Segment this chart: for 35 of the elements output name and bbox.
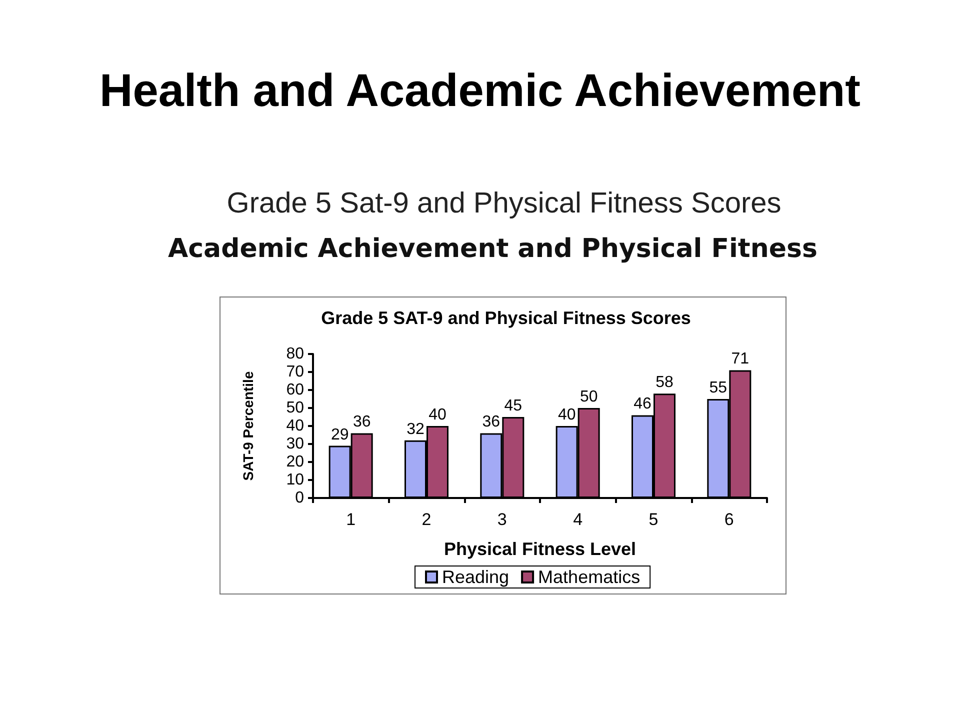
data-label: 40 <box>558 406 576 424</box>
data-label: 50 <box>580 388 598 406</box>
data-label: 32 <box>406 420 424 438</box>
data-label: 40 <box>428 406 446 424</box>
text: Academic Achievement and Physical Fitness <box>168 234 818 264</box>
y-tick-label: 80 <box>286 346 304 362</box>
chart-subtitle: Grade 5 Sat-9 and Physical Fitness Scores <box>226 188 782 220</box>
y-tick-label: 20 <box>286 454 304 470</box>
data-label: 29 <box>330 426 349 444</box>
data-label: 36 <box>482 414 500 431</box>
data-label: 46 <box>634 396 652 413</box>
y-tick-label: 70 <box>286 364 304 380</box>
data-label: 45 <box>504 398 522 414</box>
data-label: 36 <box>352 414 371 431</box>
y-tick-label: 30 <box>286 436 304 452</box>
x-tick-label: 4 <box>573 510 583 529</box>
y-tick-label: 10 <box>286 472 304 488</box>
x-axis-title: Physical Fitness Level <box>444 539 636 559</box>
x-tick-label: 2 <box>422 510 432 529</box>
data-label: 71 <box>731 350 750 368</box>
x-tick-label: 5 <box>648 510 658 529</box>
y-tick-label: 0 <box>295 490 304 506</box>
data-label: 55 <box>709 380 728 396</box>
x-tick-label: 3 <box>497 510 507 529</box>
data-label: 58 <box>656 374 674 392</box>
y-tick-label: 60 <box>286 382 304 398</box>
text: Grade 5 SAT-9 and Physical Fitness Scores <box>321 308 691 328</box>
legend-label: Mathematics <box>538 567 640 587</box>
legend-label: Reading <box>442 567 510 587</box>
x-tick-label: 6 <box>724 510 734 529</box>
y-axis-title: SAT-9 Percentile <box>240 371 256 481</box>
y-tick-label: 50 <box>286 400 304 416</box>
x-tick-label: 1 <box>346 510 356 529</box>
y-tick-label: 40 <box>286 418 304 434</box>
chart-title: Health and Academic Achievement <box>100 64 860 116</box>
